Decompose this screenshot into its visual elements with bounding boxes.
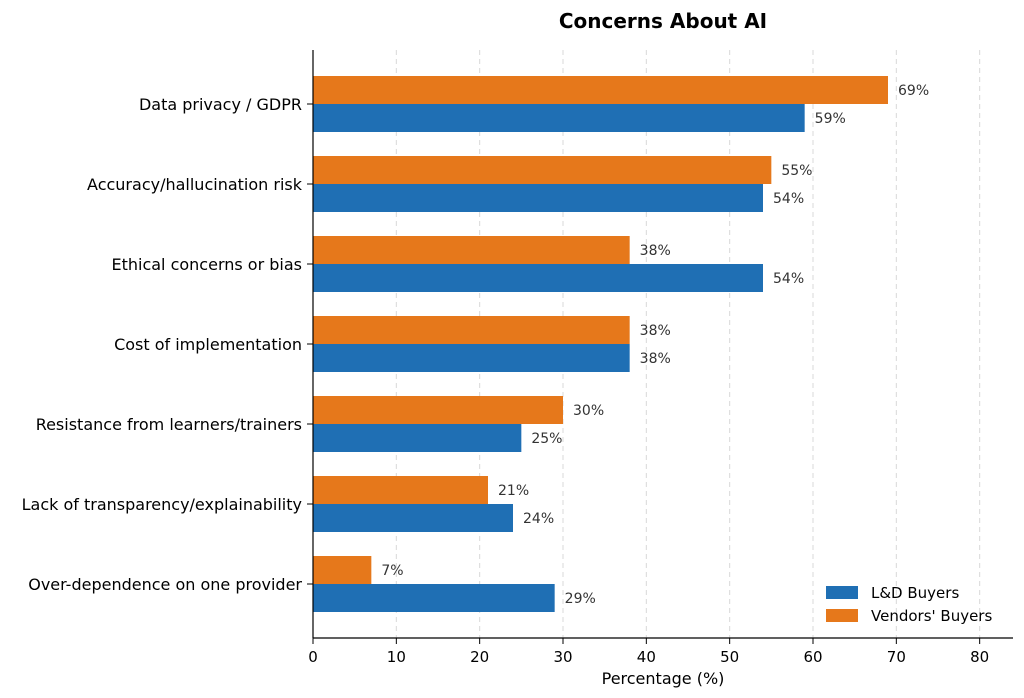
x-tick-label: 10 (387, 648, 406, 666)
x-tick-label: 40 (637, 648, 656, 666)
x-axis: 0 10 20 30 40 50 60 70 80 (307, 50, 1013, 666)
x-tick-label: 80 (970, 648, 989, 666)
category-labels: Data privacy / GDPR Accuracy/hallucinatio… (22, 95, 303, 594)
x-tick-label: 50 (720, 648, 739, 666)
bar-vendors-buyers (313, 156, 772, 184)
legend-swatch (826, 586, 858, 599)
legend: L&D Buyers Vendors' Buyers (826, 584, 992, 625)
data-label: 7% (381, 563, 403, 579)
grid-lines (395, 50, 981, 638)
bar-vendors-buyers (313, 396, 563, 424)
bar-ld-buyers (313, 264, 763, 292)
data-label: 38% (640, 351, 671, 367)
category-label: Lack of transparency/explainability (22, 495, 302, 514)
data-label: 69% (898, 83, 929, 99)
data-label: 29% (565, 591, 596, 607)
bar-ld-buyers (313, 504, 513, 532)
bar-ld-buyers (313, 104, 805, 132)
bar-ld-buyers (313, 424, 522, 452)
data-label: 54% (773, 271, 804, 287)
category-label: Resistance from learners/trainers (36, 415, 302, 434)
bars (313, 76, 888, 612)
bar-vendors-buyers (313, 236, 630, 264)
data-label: 59% (815, 111, 846, 127)
legend-label: L&D Buyers (871, 584, 959, 602)
category-label: Ethical concerns or bias (111, 255, 302, 274)
value-labels: 69% 59% 55% 54% 38% 54% 38% 38% 30% 25% 21% 24% 7% 29… (381, 83, 929, 607)
bar-ld-buyers (313, 184, 763, 212)
category-label: Accuracy/hallucination risk (87, 175, 303, 194)
bar-vendors-buyers (313, 76, 888, 104)
data-label: 38% (640, 243, 671, 259)
category-label: Cost of implementation (114, 335, 302, 354)
x-tick-label: 60 (803, 648, 822, 666)
bar-vendors-buyers (313, 556, 372, 584)
bar-vendors-buyers (313, 316, 630, 344)
bar-ld-buyers (313, 344, 630, 372)
category-label: Over-dependence on one provider (28, 575, 302, 594)
legend-label: Vendors' Buyers (871, 607, 992, 625)
data-label: 24% (523, 511, 554, 527)
data-label: 54% (773, 191, 804, 207)
bar-ld-buyers (313, 584, 555, 612)
data-label: 55% (781, 163, 812, 179)
bar-vendors-buyers (313, 476, 488, 504)
x-tick-label: 30 (553, 648, 572, 666)
x-tick-label: 20 (470, 648, 489, 666)
data-label: 21% (498, 483, 529, 499)
x-tick-label: 70 (887, 648, 906, 666)
legend-swatch (826, 609, 858, 622)
x-tick-label: 0 (308, 648, 318, 666)
category-label: Data privacy / GDPR (139, 95, 302, 114)
x-axis-label: Percentage (%) (602, 669, 725, 688)
data-label: 30% (573, 403, 604, 419)
data-label: 25% (531, 431, 562, 447)
data-label: 38% (640, 323, 671, 339)
chart-title: Concerns About AI (559, 9, 767, 33)
